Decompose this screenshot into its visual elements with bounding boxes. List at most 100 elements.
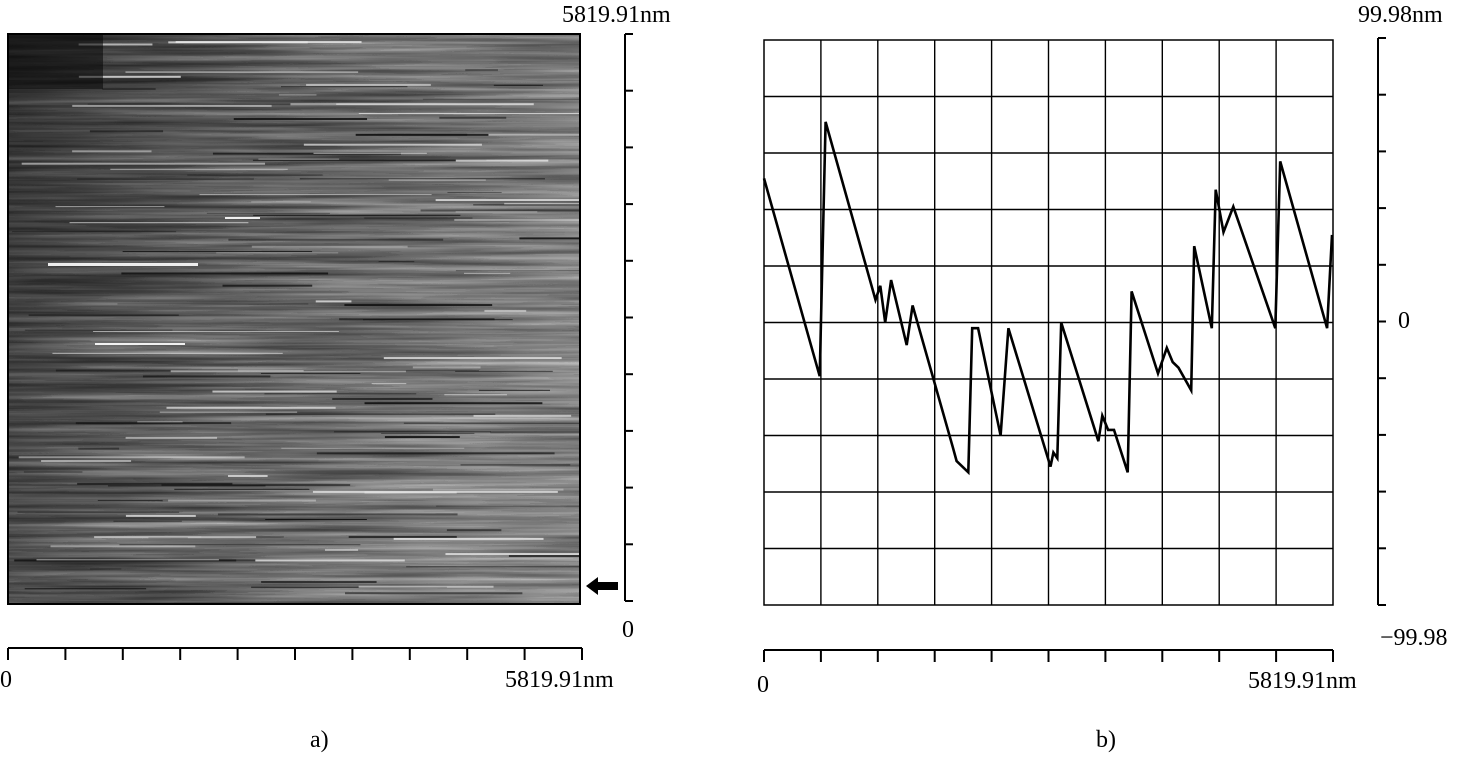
- scan-streak: [332, 397, 433, 400]
- scan-streak: [72, 104, 272, 107]
- scan-streak: [316, 452, 555, 455]
- scan-streak: [393, 537, 544, 540]
- scan-streak: [212, 152, 401, 155]
- scan-streak: [303, 370, 479, 372]
- scan-streak: [93, 330, 339, 332]
- scan-streak: [69, 222, 249, 224]
- scan-streak: [334, 431, 492, 433]
- scan-streak: [36, 559, 219, 561]
- scan-streak: [236, 559, 405, 562]
- scan-streak: [381, 432, 475, 434]
- scan-streak: [444, 394, 507, 396]
- scan-streak: [50, 545, 196, 548]
- scan-streak: [306, 83, 431, 86]
- scan-streak: [460, 464, 571, 466]
- scan-streak: [403, 422, 580, 424]
- scan-streak: [364, 217, 473, 219]
- panel-a-y-ticks: [625, 33, 633, 602]
- scan-streak: [261, 580, 377, 583]
- scan-streak: [122, 251, 313, 253]
- scan-streak: [406, 566, 580, 568]
- scan-streak: [228, 238, 444, 241]
- scan-streak: [473, 204, 580, 206]
- panel-a-x-end-label: 5819.91nm: [505, 667, 614, 693]
- scan-streak: [384, 436, 460, 439]
- scan-streak: [251, 586, 447, 588]
- bright-streak: [225, 217, 260, 219]
- scan-streak: [383, 357, 562, 360]
- scan-streak: [28, 314, 179, 316]
- bright-streak: [95, 343, 185, 345]
- scan-streak: [216, 252, 339, 254]
- scan-streak: [432, 488, 564, 491]
- panel-b-profile-plot: [762, 39, 1334, 606]
- panel-a-y-top-label: 5819.91nm: [562, 2, 671, 28]
- scan-streak: [161, 484, 351, 487]
- scan-streak: [345, 592, 523, 595]
- scan-streak: [388, 179, 486, 181]
- scan-streak: [299, 178, 545, 180]
- scan-streak: [117, 303, 309, 305]
- left-arrow-icon: [586, 577, 618, 595]
- scan-streak: [348, 535, 457, 538]
- scan-streak: [252, 159, 487, 161]
- scan-streak: [24, 329, 173, 331]
- scan-streak: [281, 447, 465, 449]
- scan-streak: [445, 553, 580, 556]
- scan-streak: [251, 245, 408, 248]
- scan-streak: [21, 162, 266, 165]
- scan-streak: [217, 513, 458, 516]
- scan-streak: [168, 499, 316, 502]
- scan-streak: [260, 372, 361, 374]
- panel-b-y-top-label: 99.98nm: [1358, 2, 1443, 28]
- scan-streak: [358, 113, 580, 115]
- bright-streak: [48, 263, 198, 266]
- afm-image-border: [7, 33, 581, 605]
- scan-streak: [455, 159, 549, 162]
- panel-b-y-scale: [1377, 37, 1386, 606]
- scan-streak: [222, 284, 313, 287]
- panel-b-x-scale: [763, 649, 1334, 662]
- scan-streak: [508, 554, 580, 557]
- scan-streak: [455, 370, 553, 372]
- scan-streak: [77, 482, 233, 485]
- scan-streak: [52, 352, 283, 354]
- scan-streak: [473, 414, 572, 417]
- scan-streak: [77, 178, 254, 180]
- scan-streak: [493, 84, 544, 86]
- scan-streak: [455, 270, 580, 272]
- scan-streak: [166, 406, 336, 409]
- scan-streak: [467, 133, 580, 136]
- scan-streak: [490, 431, 580, 434]
- scan-streak: [199, 194, 432, 196]
- plot-b-grid: [764, 40, 1333, 605]
- scan-streak: [113, 520, 182, 522]
- scan-streak: [121, 272, 329, 275]
- scan-streak: [107, 485, 266, 487]
- scan-streak: [110, 168, 288, 170]
- panel-b-y-bottom-label: −99.98: [1380, 625, 1448, 651]
- scan-streak: [258, 158, 340, 160]
- scan-streak: [253, 214, 461, 216]
- scan-streak: [55, 369, 238, 372]
- panel-b-caption: b): [1096, 727, 1116, 753]
- scan-streak: [315, 300, 352, 303]
- scan-streak: [18, 456, 245, 459]
- scan-streak: [168, 41, 308, 44]
- scan-streak: [264, 393, 417, 395]
- scan-streak: [187, 174, 323, 176]
- scan-streak: [519, 237, 580, 240]
- panel-a-y-bottom-label: 0: [622, 617, 634, 643]
- scan-streak: [358, 585, 494, 588]
- scan-streak: [378, 261, 415, 263]
- scan-streak: [251, 201, 311, 203]
- scan-streak: [125, 71, 359, 73]
- panel-a-x-scale: [7, 647, 583, 660]
- scan-streak: [97, 499, 163, 501]
- scan-streak: [454, 218, 580, 221]
- scan-streak: [125, 514, 196, 517]
- scan-streak: [447, 192, 502, 194]
- panel-b-y-ticks: [1378, 37, 1386, 606]
- panel-a-x-ticks: [7, 648, 583, 660]
- panel-a-y-scale: [624, 33, 633, 602]
